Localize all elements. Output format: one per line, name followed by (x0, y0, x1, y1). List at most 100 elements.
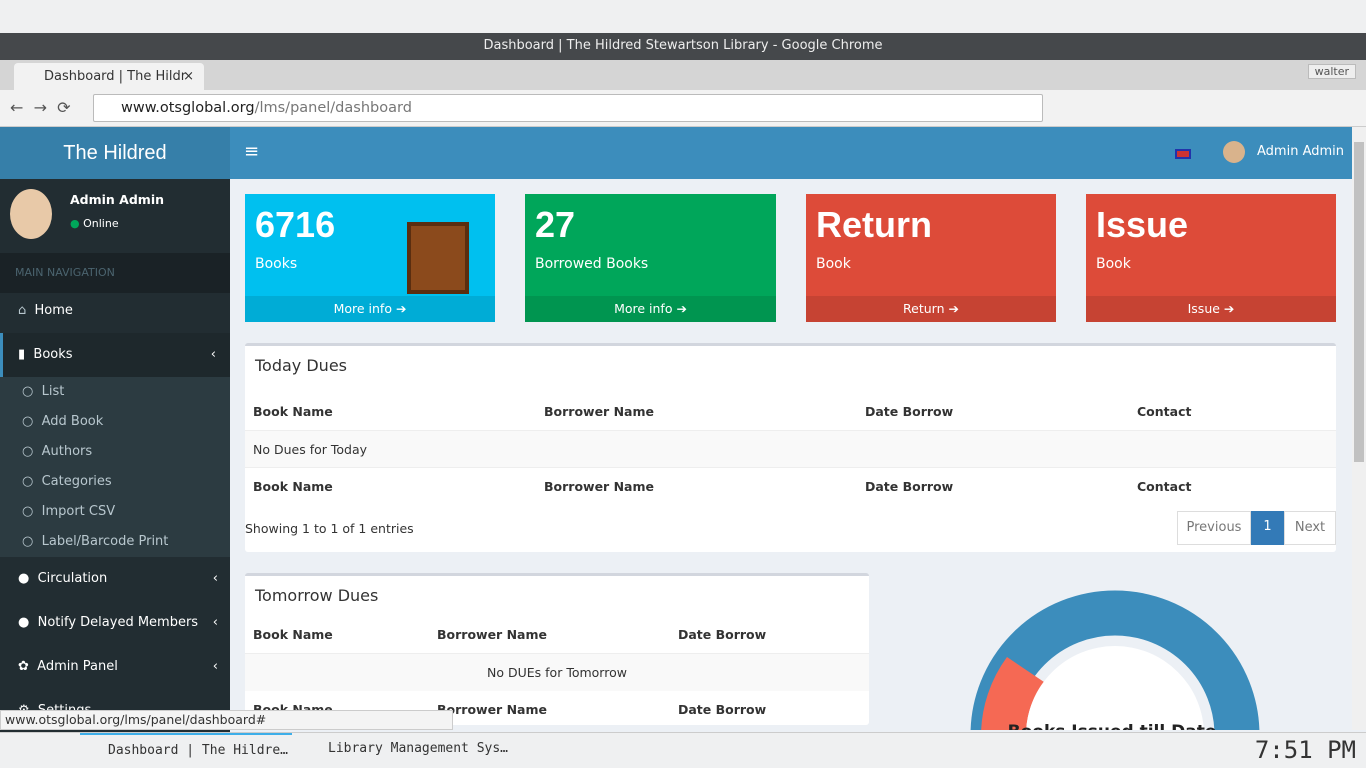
status-text: Online (83, 217, 119, 230)
stat-label: Book (1096, 256, 1131, 272)
tab-title: Dashboard | The Hildr (44, 69, 187, 84)
url-bar[interactable]: www.otsglobal.org/lms/panel/dashboard (93, 94, 1043, 122)
status-url: www.otsglobal.org/lms/panel/dashboard# (0, 710, 453, 730)
sub-label: Add Book (41, 414, 104, 429)
stat-value: 27 (535, 204, 576, 245)
sidebar-user: Admin Admin (70, 192, 165, 207)
clock: 7:51 PM (1254, 736, 1356, 764)
stat-box: Return Book Return ➔ (806, 194, 1056, 322)
sub-label: List (41, 384, 65, 399)
nav-item[interactable]: ⌂ Home (18, 303, 73, 318)
sub-item[interactable]: ○ Label/Barcode Print (22, 534, 169, 549)
page-button[interactable]: Previous (1177, 511, 1251, 545)
window-title: Dashboard | The Hildred Stewartson Libra… (483, 38, 883, 53)
sub-label: Label/Barcode Print (41, 534, 169, 549)
col-header[interactable]: Date Borrow (865, 404, 954, 419)
title-bar: Dashboard | The Hildred Stewartson Libra… (0, 33, 1366, 60)
header-user[interactable]: Admin Admin (1257, 144, 1344, 159)
tab-bar: Dashboard | The Hildr × walter (0, 60, 1366, 90)
sub-item[interactable]: ○ Add Book (22, 414, 104, 429)
today-dues-box: Today Dues Book Name Borrower Name Date … (245, 343, 1336, 552)
col-footer: Date Borrow (865, 479, 954, 494)
stat-link[interactable]: Return ➔ (806, 296, 1056, 322)
sub-label: Import CSV (41, 504, 116, 519)
brand[interactable]: The Hildred (0, 127, 230, 179)
toolbar: ← → ⟳ www.otsglobal.org/lms/panel/dashbo… (0, 90, 1366, 127)
stat-link-text: Issue (1187, 301, 1220, 316)
stat-link[interactable]: Issue ➔ (1086, 296, 1336, 322)
sub-item[interactable]: ○ Import CSV (22, 504, 116, 519)
sub-label: Categories (41, 474, 112, 489)
box-title: Today Dues (255, 356, 347, 375)
col-footer: Date Borrow (678, 702, 767, 717)
stat-box: 27 Borrowed Books More info ➔ (525, 194, 776, 322)
col-header: Book Name (253, 627, 333, 642)
empty-row: No Dues for Today (245, 430, 1336, 468)
donut-chart: Books Issued till Date (970, 590, 1260, 730)
nav-label: Books (33, 347, 73, 362)
scrollbar (1352, 127, 1366, 730)
section-header: MAIN NAVIGATION (0, 253, 230, 293)
stat-link[interactable]: More info ➔ (245, 296, 495, 322)
col-header: Date Borrow (678, 627, 767, 642)
tomorrow-dues-box: Tomorrow Dues Book Name Borrower Name Da… (245, 573, 869, 725)
stat-value: Return (816, 204, 932, 245)
stat-value: Issue (1096, 204, 1189, 245)
empty-row: No DUEs for Tomorrow (245, 653, 869, 691)
nav-label: Circulation (37, 571, 108, 586)
task[interactable]: Library Management Sys… (328, 741, 509, 756)
stat-label: Books (255, 256, 298, 272)
status: ● Online (70, 217, 119, 230)
col-footer: Borrower Name (437, 702, 547, 717)
stat-label: Borrowed Books (535, 256, 649, 272)
stat-link-text: More info (333, 301, 392, 316)
url-path: /lms/panel/dashboard (254, 100, 412, 116)
stat-label: Book (816, 256, 851, 272)
col-footer: Borrower Name (544, 479, 654, 494)
stat-link-text: Return (903, 301, 945, 316)
nav-label: Notify Delayed Members (37, 615, 199, 630)
page-button[interactable]: 1 (1251, 511, 1284, 545)
tab[interactable]: Dashboard | The Hildr × (14, 63, 204, 90)
box-title: Tomorrow Dues (255, 586, 379, 605)
sub-label: Authors (41, 444, 93, 459)
col-header[interactable]: Contact (1137, 404, 1192, 419)
stat-box: Issue Book Issue ➔ (1086, 194, 1336, 322)
menu-toggle[interactable]: ≡ (244, 141, 260, 162)
system-bar (0, 0, 1366, 33)
nav-item[interactable]: ▮ Books ‹ (0, 333, 230, 377)
sidebar-avatar (10, 189, 52, 239)
chart-title: Books Issued till Date (1008, 722, 1217, 730)
top-nav: ≡ Admin Admin (230, 127, 1352, 179)
stat-box: 6716 Books More info ➔ (245, 194, 495, 322)
col-footer: Book Name (253, 479, 333, 494)
profile[interactable]: walter (1307, 64, 1356, 79)
page-button[interactable]: Next (1284, 511, 1336, 545)
col-header[interactable]: Borrower Name (544, 404, 654, 419)
submenu: ○ List ○ Add Book ○ Authors ○ Categories… (0, 377, 230, 557)
nav-label: Home (34, 303, 73, 318)
empty-text: No Dues for Today (253, 442, 368, 457)
task[interactable]: Dashboard | The Hildre… (80, 733, 292, 768)
icon (407, 222, 469, 294)
donut-ring (970, 590, 1260, 730)
donut-hole (1026, 646, 1204, 730)
nav-item[interactable]: ✿ Admin Panel ‹ (18, 659, 218, 674)
nav-item[interactable]: ● Circulation ‹ (18, 571, 218, 586)
nav-label: Admin Panel (37, 659, 118, 674)
sub-item[interactable]: ○ List (22, 384, 65, 399)
stat-link-text: More info (614, 301, 673, 316)
empty-text: No DUEs for Tomorrow (487, 665, 627, 680)
stat-link[interactable]: More info ➔ (525, 296, 776, 322)
col-footer: Contact (1137, 479, 1192, 494)
url-host: www.otsglobal.org (121, 100, 255, 116)
sidebar: Admin Admin ● Online MAIN NAVIGATION ⌂ H… (0, 179, 230, 732)
avatar (1223, 141, 1245, 163)
sub-item[interactable]: ○ Authors (22, 444, 93, 459)
nav-item[interactable]: ● Notify Delayed Members ‹ (18, 615, 218, 630)
nav-buttons[interactable]: ← → ⟳ (10, 98, 71, 117)
col-header[interactable]: Book Name (253, 404, 333, 419)
donut-segment (981, 657, 1044, 730)
sub-item[interactable]: ○ Categories (22, 474, 112, 489)
flag[interactable] (1175, 149, 1191, 159)
